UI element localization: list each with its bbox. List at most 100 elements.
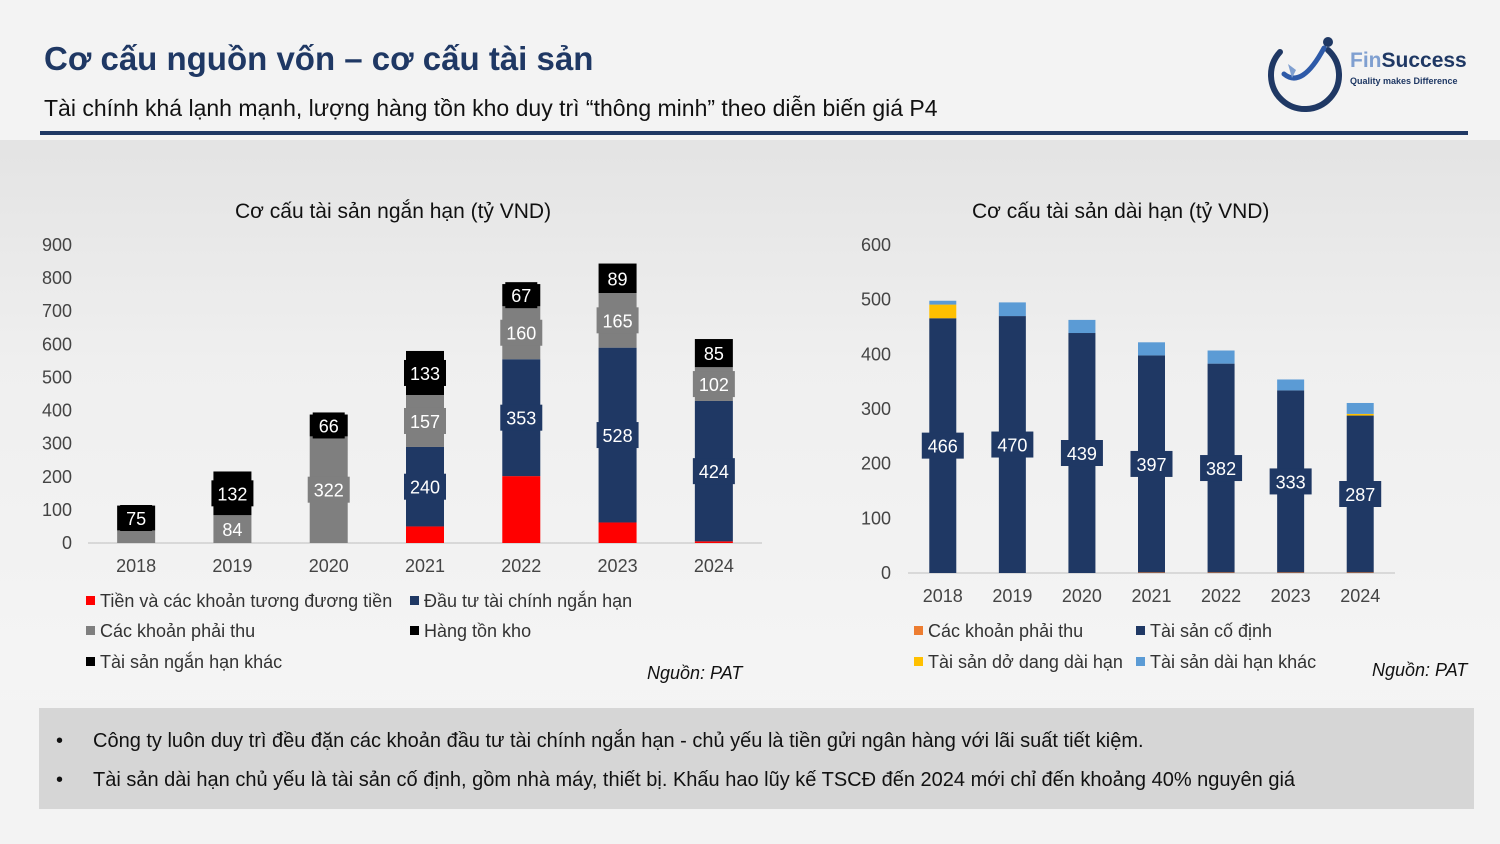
y-tick-label: 400 <box>42 401 72 421</box>
legend-swatch <box>86 626 95 635</box>
bar-segment <box>1277 379 1305 391</box>
legend-item-long-term-receivables: Các khoản phải thu <box>914 621 1083 642</box>
data-label-box <box>991 431 1034 458</box>
legend-swatch <box>86 657 95 666</box>
y-tick-label: 0 <box>881 563 891 583</box>
data-label: 287 <box>1345 485 1375 505</box>
data-label: 439 <box>1067 444 1097 464</box>
x-tick-label: 2023 <box>1271 586 1311 606</box>
data-label-box <box>601 265 634 292</box>
data-label-box <box>692 371 735 398</box>
chart-source: Nguồn: PAT <box>647 663 743 683</box>
chart-source: Nguồn: PAT <box>1372 660 1468 680</box>
y-tick-label: 200 <box>861 454 891 474</box>
data-label-box <box>404 473 446 500</box>
data-label: 322 <box>314 481 344 501</box>
data-label-box <box>1060 440 1103 467</box>
data-label: 160 <box>506 324 536 344</box>
bar-segment <box>406 526 444 543</box>
y-tick-label: 300 <box>42 434 72 454</box>
data-label-box <box>1339 481 1382 508</box>
x-tick-label: 2020 <box>1062 586 1102 606</box>
bar-segment <box>1346 402 1374 414</box>
y-tick-label: 800 <box>42 268 72 288</box>
bar-segment <box>1346 413 1374 416</box>
data-label-box <box>307 476 350 503</box>
legend-swatch <box>914 626 923 635</box>
data-label-box <box>500 319 543 346</box>
x-tick-label: 2021 <box>405 556 445 576</box>
y-tick-label: 600 <box>861 235 891 255</box>
bar-segment <box>929 304 957 319</box>
data-label-box <box>404 359 446 386</box>
short-term-assets-chart: Cơ cấu tài sản ngắn hạn (tỷ VND) 0 100 200… <box>30 195 770 683</box>
data-label: 240 <box>410 478 440 498</box>
y-tick-label: 400 <box>861 344 891 364</box>
data-label: 89 <box>608 269 628 289</box>
data-label: 333 <box>1276 472 1306 492</box>
page-title: Cơ cấu nguồn vốn – cơ cấu tài sản <box>44 40 594 77</box>
logo-wordmark: FinSuccess <box>1350 49 1467 72</box>
bar-segment <box>1207 572 1235 573</box>
page-subtitle: Tài chính khá lạnh mạnh, lượng hàng tồn … <box>44 95 938 121</box>
bar-segment <box>694 541 733 543</box>
y-tick-label: 500 <box>42 367 72 387</box>
data-label: 102 <box>699 375 729 395</box>
data-label: 424 <box>699 462 729 482</box>
background-photo <box>0 140 1500 700</box>
bar-segment <box>929 300 957 305</box>
x-tick-label: 2022 <box>1201 586 1241 606</box>
data-label-box <box>211 480 254 507</box>
data-label: 165 <box>603 311 633 331</box>
data-label: 133 <box>410 364 440 384</box>
data-label-box <box>404 407 446 434</box>
data-label: 67 <box>511 286 531 306</box>
finsuccess-logo: FinSuccess Quality makes Difference <box>1262 34 1472 114</box>
data-label: 466 <box>928 437 958 457</box>
legend-item-other-current-assets: Tài sản ngắn hạn khác <box>86 652 282 673</box>
bar-segment <box>117 530 156 543</box>
y-tick-label: 300 <box>861 399 891 419</box>
data-label-box <box>596 422 639 449</box>
short-term-assets-plot: 0 100 200 300 400 500 600 700 800 900 2018 2019 2020… <box>42 235 762 576</box>
legend-item-cash: Tiền và các khoản tương đương tiền <box>86 591 392 612</box>
chart-title: Cơ cấu tài sản dài hạn (tỷ VND) <box>972 200 1270 223</box>
data-label: 84 <box>222 520 242 540</box>
data-label: 75 <box>126 509 146 529</box>
x-tick-label: 2023 <box>598 556 638 576</box>
x-tick-label: 2024 <box>1340 586 1380 606</box>
x-tick-label: 2019 <box>212 556 252 576</box>
logo-emblem-icon <box>1268 37 1342 113</box>
bar-segment <box>1068 319 1096 334</box>
legend-item-inventory: Hàng tồn kho <box>410 621 531 642</box>
data-label-box <box>596 307 639 334</box>
y-tick-label: 700 <box>42 301 72 321</box>
bar-segment <box>1277 572 1305 573</box>
legend-swatch <box>914 657 923 666</box>
data-label-box <box>1130 450 1173 477</box>
legend-item-receivables: Các khoản phải thu <box>86 621 255 642</box>
bar-segment <box>998 302 1026 317</box>
chart-title: Cơ cấu tài sản ngắn hạn (tỷ VND) <box>235 200 552 223</box>
data-label: 528 <box>603 426 633 446</box>
long-term-assets-chart: Cơ cấu tài sản dài hạn (tỷ VND) 0 100 200 3… <box>850 195 1410 672</box>
legend-swatch <box>1136 626 1145 635</box>
legend-item-short-term-investment: Đầu tư tài chính ngắn hạn <box>410 591 632 612</box>
data-label: 353 <box>506 409 536 429</box>
data-label-box <box>312 412 345 439</box>
y-tick-label: 0 <box>62 533 72 553</box>
x-tick-label: 2024 <box>694 556 734 576</box>
data-label: 382 <box>1206 459 1236 479</box>
y-tick-label: 600 <box>42 334 72 354</box>
bar-segment <box>1346 572 1374 573</box>
data-label-box <box>500 404 543 431</box>
data-label-box <box>697 340 730 367</box>
header-divider <box>40 131 1468 135</box>
x-tick-label: 2019 <box>992 586 1032 606</box>
key-notes-box: • Công ty luôn duy trì đều đặn các khoản… <box>39 708 1474 809</box>
logo-tagline: Quality makes Difference <box>1350 76 1458 86</box>
data-label-box <box>1200 455 1243 482</box>
bar-segment <box>1138 342 1165 356</box>
legend-swatch <box>410 626 419 635</box>
data-label: 397 <box>1136 455 1166 475</box>
